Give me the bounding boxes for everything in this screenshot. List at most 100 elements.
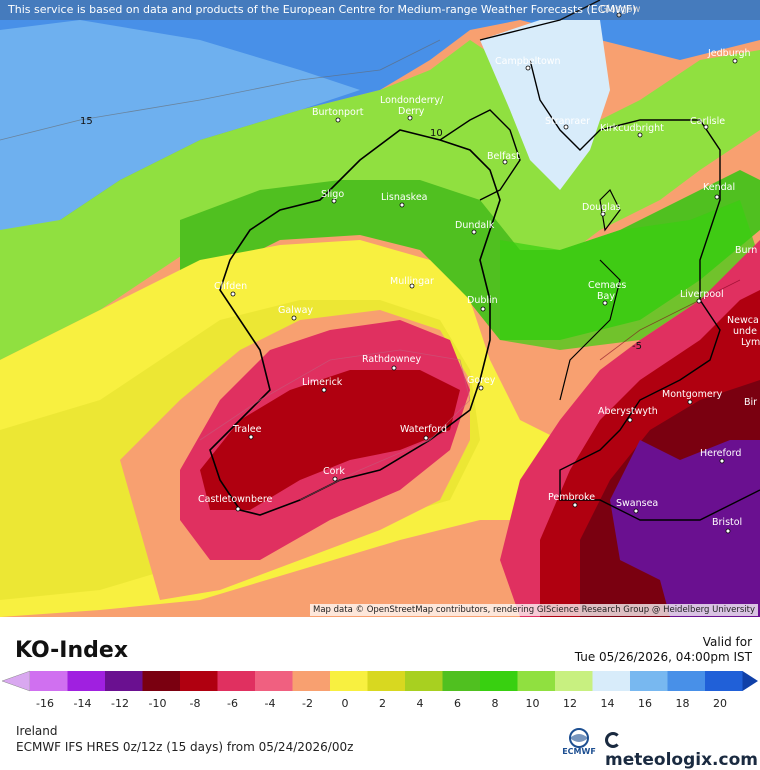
legend-tick-label: 20: [713, 697, 727, 710]
city-marker: [407, 115, 413, 121]
legend-swatch: [667, 671, 705, 691]
city-kendal: Kendal: [703, 182, 735, 193]
legend-color-bar: [1, 670, 758, 692]
city-newca: Newca: [727, 315, 759, 326]
contour-label-10: 10: [430, 128, 443, 139]
city-rathdowney: Rathdowney: [362, 354, 421, 365]
legend-tick-label: 6: [454, 697, 461, 710]
page-title: KO-Index: [15, 638, 129, 663]
city-marker: [637, 132, 643, 138]
city-marker: [335, 117, 341, 123]
legend-arrow-left: [1, 670, 31, 692]
city-lisnaskea: Lisnaskea: [381, 192, 428, 203]
city-montgomery: Montgomery: [662, 389, 723, 400]
legend-tick-label: 0: [342, 697, 349, 710]
legend-swatch: [217, 671, 255, 691]
city-marker: [719, 458, 725, 464]
city-marker: [471, 229, 477, 235]
legend-swatch: [555, 671, 593, 691]
legend-swatch: [405, 671, 443, 691]
city-clifden: Clifden: [214, 281, 247, 292]
city-hereford: Hereford: [700, 448, 741, 459]
legend-tick-label: -16: [36, 697, 54, 710]
city-marker: [696, 298, 702, 304]
legend-swatch: [255, 671, 293, 691]
legend-tick-label: -14: [74, 697, 92, 710]
legend-tick-label: 8: [492, 697, 499, 710]
legend-tick-label: 18: [676, 697, 690, 710]
region-name: Ireland: [16, 724, 58, 738]
city-marker: [409, 283, 415, 289]
city-marker: [391, 365, 397, 371]
city-lym: Lym: [741, 337, 760, 348]
legend-swatch: [442, 671, 480, 691]
legend-tick-label: -2: [302, 697, 313, 710]
city-bristol: Bristol: [712, 517, 742, 528]
legend-swatch: [330, 671, 368, 691]
city-dublin: Dublin: [467, 295, 498, 306]
city-liverpool: Liverpool: [680, 289, 724, 300]
city-marker: [502, 159, 508, 165]
city-glasgow: Glasgow: [600, 4, 641, 15]
city-cork: Cork: [323, 466, 345, 477]
legend-swatch: [480, 671, 518, 691]
legend-swatch: [30, 671, 68, 691]
city-marker: [248, 434, 254, 440]
legend-swatch: [517, 671, 555, 691]
city-waterford: Waterford: [400, 424, 447, 435]
city-marker: [602, 300, 608, 306]
city-marker: [480, 306, 486, 312]
city-carlisle: Carlisle: [690, 116, 725, 127]
contour-label-minus5: -5: [632, 341, 642, 352]
city-kirkcudbright: Kirkcudbright: [600, 123, 664, 134]
city-marker: [235, 506, 241, 512]
city-derry: Derry: [398, 106, 425, 117]
legend-tick-label: 16: [638, 697, 652, 710]
city-dundalk: Dundalk: [455, 220, 495, 231]
city-marker: [714, 194, 720, 200]
ecmwf-logo-text: ECMWF: [562, 747, 596, 756]
city-marker: [321, 387, 327, 393]
city-marker: [230, 291, 236, 297]
legend-swatch: [292, 671, 330, 691]
legend-tick-label: 4: [417, 697, 424, 710]
city-cemaes: Cemaes: [588, 280, 626, 291]
city-unde: unde: [733, 326, 757, 337]
map-attribution[interactable]: Map data © OpenStreetMap contributors, r…: [310, 604, 758, 616]
brand-logo[interactable]: meteologix.com: [605, 730, 760, 770]
legend-tick-label: 2: [379, 697, 386, 710]
legend-tick-label: -4: [265, 697, 276, 710]
city-burn: Burn: [735, 245, 757, 256]
city-galway: Galway: [278, 305, 313, 316]
city-marker: [725, 528, 731, 534]
valid-for-label: Valid for: [702, 635, 752, 649]
contour-label-15: 15: [80, 116, 93, 127]
legend-swatch: [105, 671, 143, 691]
legend-swatch: [705, 671, 743, 691]
city-marker: [633, 508, 639, 514]
color-legend: -16 -14 -12 -10 -8 -6 -4 -2 0 2 4 6 8 10 12 14 16 18 20: [1, 670, 758, 710]
city-marker: [732, 58, 738, 64]
legend-swatch: [592, 671, 630, 691]
legend-tick-label: -8: [190, 697, 201, 710]
city-marker: [687, 399, 693, 405]
city-marker: [616, 12, 622, 18]
ecmwf-logo: ECMWF: [558, 727, 600, 757]
ecmwf-globe-icon: [569, 728, 589, 748]
city-pembroke: Pembroke: [548, 492, 595, 503]
city-castletownbere: Castletownbere: [198, 494, 273, 505]
city-limerick: Limerick: [302, 377, 343, 388]
legend-ticks: -16 -14 -12 -10 -8 -6 -4 -2 0 2 4 6 8 10 12 14 16 18 20: [36, 697, 727, 710]
city-marker: [399, 202, 405, 208]
city-sligo: Sligo: [321, 189, 344, 200]
city-marker: [331, 198, 337, 204]
brand-swirl-icon: [605, 732, 621, 748]
legend-arrow-right: [742, 671, 758, 691]
city-labels: Glasgow Jedburgh Campbeltown Burtonport …: [198, 4, 760, 534]
city-marker: [563, 124, 569, 130]
valid-time: Tue 05/26/2026, 04:00pm IST: [574, 650, 752, 664]
ko-index-map[interactable]: 15 10 -5 Glasgow Jedburgh Campbeltown Bu…: [0, 0, 760, 617]
city-marker: [332, 476, 338, 482]
city-marker: [600, 211, 606, 217]
city-douglas: Douglas: [582, 202, 621, 213]
